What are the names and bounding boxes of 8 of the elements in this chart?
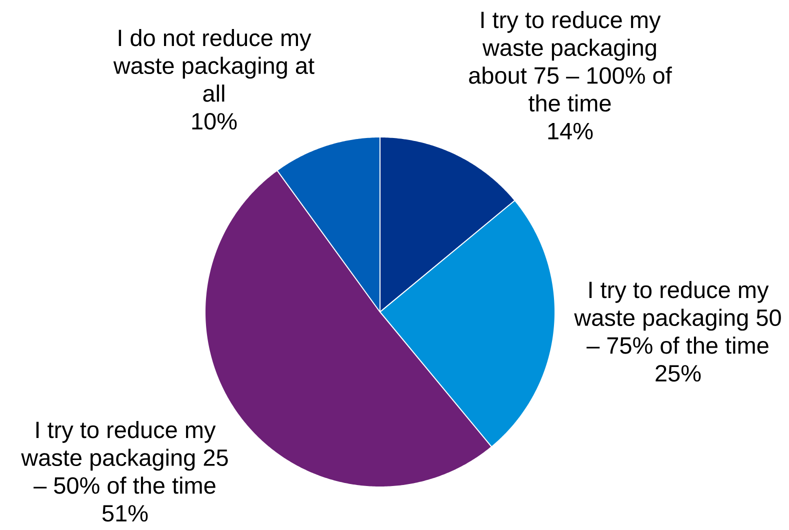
data-label: 10%	[192, 112, 237, 130]
slice-label: I try to reduce my waste packaging 50 – 75% of the time	[574, 280, 781, 354]
data-label: 51%	[102, 505, 148, 522]
data-label: 25%	[656, 364, 701, 382]
slice-label: I try to reduce my waste packaging 25 – 50% of the time	[21, 420, 228, 494]
slice-label: I try to reduce my waste packaging about 75 – 100% of the time	[469, 10, 672, 112]
slice-label: I do not reduce my waste packaging at all	[113, 28, 314, 102]
data-label: 14%	[548, 122, 593, 140]
